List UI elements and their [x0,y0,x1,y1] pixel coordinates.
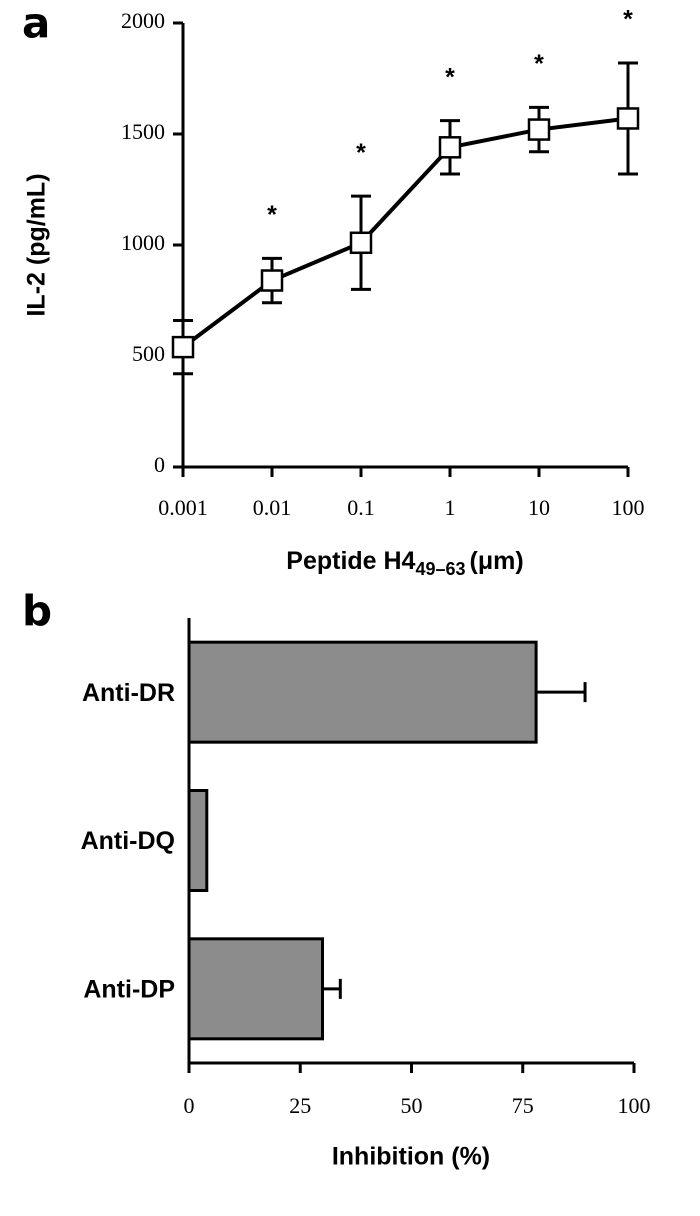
panel-label: b [22,587,52,636]
point [260,269,284,292]
y-tick-label: 0 [154,452,165,477]
significance-marker: * [534,50,544,78]
panel-label: a [22,0,50,48]
x-axis-label-unit: (μm) [470,547,524,575]
x-axis-label: Peptide H449–63 (μm) [286,547,523,579]
point [438,136,462,159]
x-tick-label: 10 [528,495,550,520]
line [181,116,629,349]
x-tick-label: 0.1 [347,495,375,520]
x-axis-label-subscript: 49–63 [415,559,465,579]
significance-marker: * [356,139,366,167]
point [616,107,640,130]
significance-marker: * [267,201,277,229]
y-tick-label: Anti-DQ [81,827,175,855]
x-axis-label: Inhibition (%) [332,1143,490,1171]
y-tick-label: 2000 [121,8,165,33]
x-tick-label: 0.01 [253,495,292,520]
x-tick-label: 75 [512,1093,534,1118]
significance-marker: * [623,6,633,34]
y-tick-label: Anti-DP [83,975,175,1003]
point [171,335,195,359]
y-tick-label: 500 [132,341,165,366]
significance-marker: * [445,63,455,91]
x-tick-label: 25 [289,1093,311,1118]
x-tick-label: 100 [612,495,645,520]
x-axis-label-main: Peptide H4 [286,547,415,575]
error-bar [322,978,342,999]
bar [187,640,538,744]
y-tick-label: Anti-DR [82,679,175,707]
bar [187,789,209,892]
y-axis-label: IL-2 (pg/mL) [23,173,51,316]
x-tick-label: 0 [184,1093,195,1118]
x-tick-label: 100 [618,1093,651,1118]
x-tick-label: 50 [401,1093,423,1118]
point [349,231,373,255]
x-tick-label: 0.001 [158,495,208,520]
y-tick-label: 1500 [121,119,165,144]
x-tick-label: 1 [445,495,456,520]
bar [187,937,324,1041]
y-tick-label: 1000 [121,230,165,255]
error-bar [536,682,587,703]
point [527,118,551,141]
